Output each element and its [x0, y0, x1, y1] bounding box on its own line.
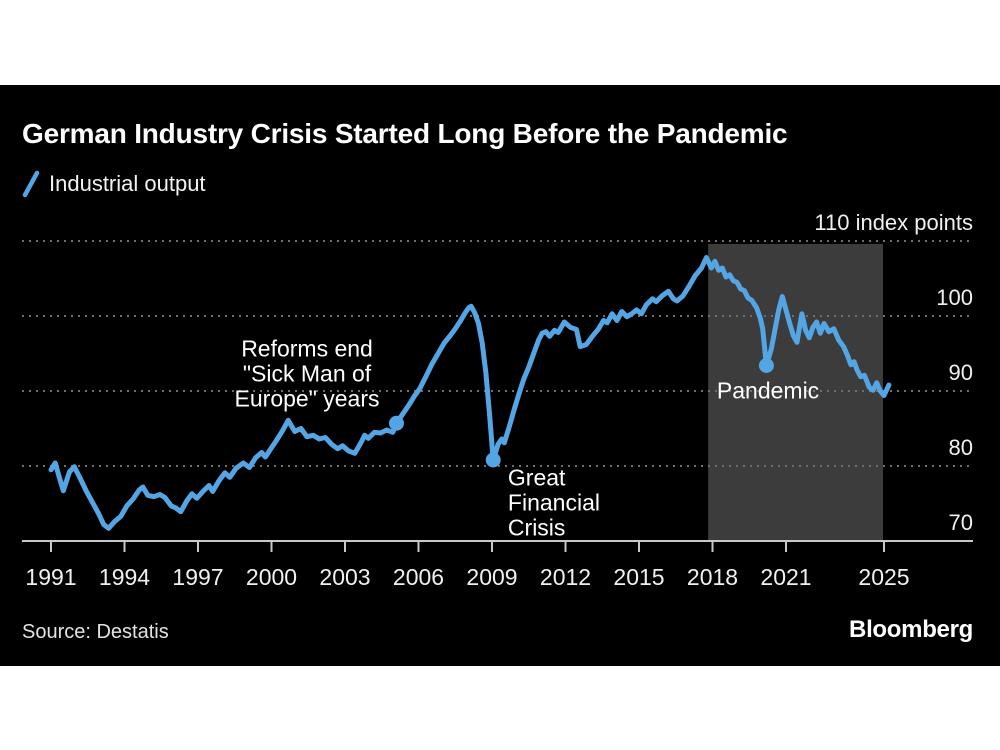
x-axis-label-2021: 2021	[760, 564, 811, 590]
y-axis-label-100: 100	[936, 285, 973, 310]
y-axis-label-90: 90	[949, 360, 973, 385]
x-axis-label-1997: 1997	[172, 564, 223, 590]
annotation-reforms: Reforms end "Sick Man of Europe" years	[235, 335, 380, 411]
legend-label: Industrial output	[49, 171, 206, 196]
x-axis-label-2018: 2018	[687, 564, 738, 590]
y-axis-label-80: 80	[949, 435, 973, 460]
reforms-marker-dot	[388, 415, 404, 431]
bloomberg-logo: Bloomberg	[849, 616, 973, 643]
annotation-gfc: Great Financial Crisis	[508, 464, 600, 540]
x-axis-label-2015: 2015	[613, 564, 664, 590]
pandemic-era-shaded-band	[708, 244, 884, 541]
x-axis-label-2003: 2003	[319, 564, 370, 590]
chart-card: 110 index points 100 90 80 70 1991 1994 1997 200…	[0, 85, 1000, 666]
legend: Industrial output	[22, 169, 206, 199]
x-axis-label-2012: 2012	[540, 564, 591, 590]
x-axis-label-2006: 2006	[393, 564, 444, 590]
chart-title: German Industry Crisis Started Long Befo…	[22, 118, 788, 149]
x-axis-label-2000: 2000	[246, 564, 297, 590]
legend-line-swatch-icon	[22, 170, 40, 198]
x-axis-label-2009: 2009	[466, 564, 517, 590]
gfc-marker-dot	[485, 452, 501, 468]
industrial-output-line	[48, 255, 892, 531]
y-axis-label-110: 110 index points	[814, 210, 973, 235]
x-axis-label-1994: 1994	[99, 564, 150, 590]
y-axis-label-70: 70	[949, 510, 973, 535]
pandemic-marker-dot	[758, 358, 774, 373]
line-chart: 110 index points 100 90 80 70 1991 1994 1997 200…	[22, 210, 973, 590]
x-axis-label-1991: 1991	[25, 564, 76, 590]
annotation-pandemic: Pandemic	[717, 377, 819, 403]
source-text: Source: Destatis	[22, 621, 169, 643]
x-axis-label-2025: 2025	[858, 564, 909, 590]
